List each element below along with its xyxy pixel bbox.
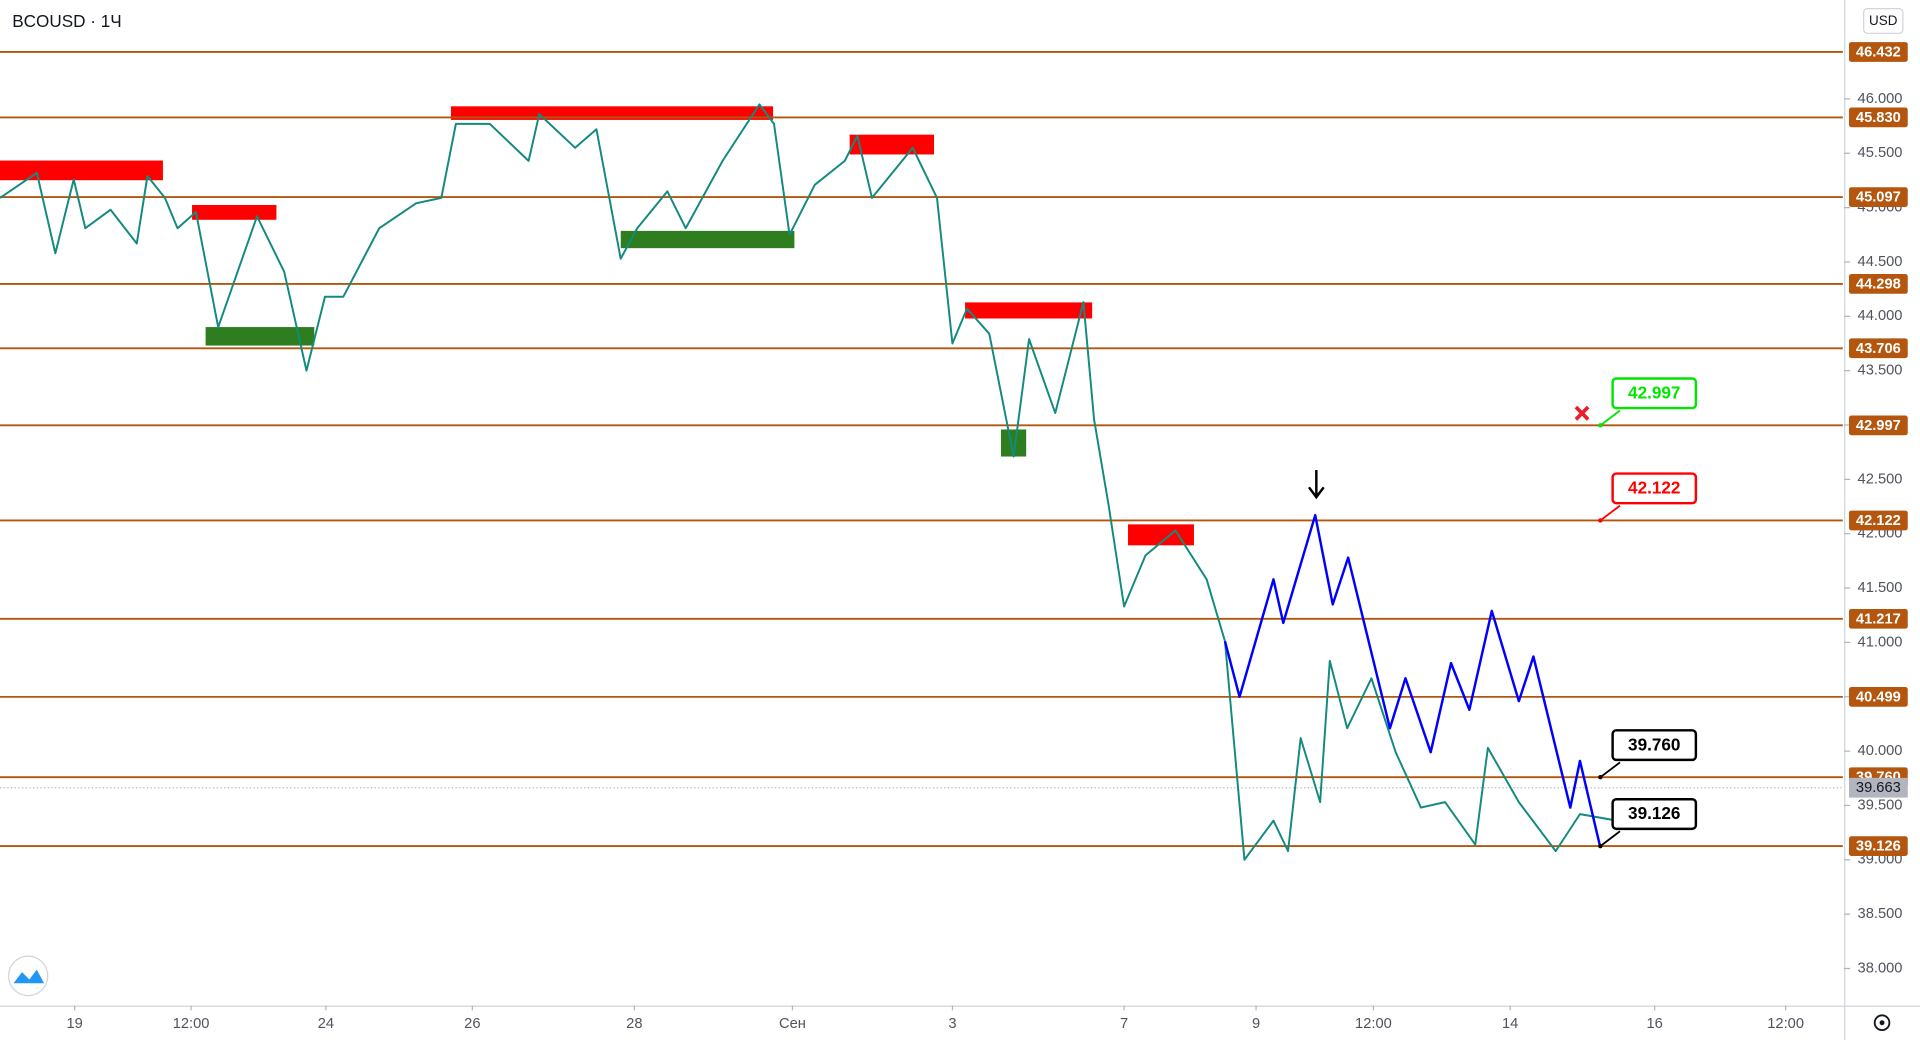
y-tick-label: 46.000	[1858, 91, 1903, 107]
zone	[849, 134, 935, 155]
x-tick-label: 24	[318, 1016, 334, 1032]
last-price-tag	[1848, 777, 1908, 798]
level-tag-label: 46.432	[1856, 44, 1901, 60]
callout-label: 42.997	[1628, 382, 1680, 402]
level-tag-label: 42.122	[1856, 513, 1901, 529]
level-tag	[1848, 836, 1908, 856]
settings-dot	[1879, 1020, 1885, 1026]
x-tick-label: 7	[1120, 1016, 1128, 1032]
level-tag	[1848, 187, 1908, 207]
settings-button[interactable]	[1873, 1014, 1891, 1032]
callout-pointer	[1599, 830, 1621, 847]
x-tick-label: 3	[948, 1016, 956, 1032]
y-tick-label: 44.000	[1858, 308, 1903, 324]
zone	[1128, 524, 1194, 546]
zone	[205, 327, 315, 346]
projection-line	[1223, 513, 1602, 849]
down-arrow	[1308, 470, 1325, 500]
callout-box	[1611, 797, 1698, 831]
level-tag	[1848, 415, 1908, 436]
price-axis: 38.00038.50039.00039.50040.00040.50041.0…	[1844, 42, 1908, 976]
currency-label: USD	[1869, 13, 1898, 28]
y-tick-label: 45.500	[1858, 145, 1903, 161]
x-tick-label: 14	[1502, 1016, 1518, 1032]
x-tick-label: 12:00	[1355, 1016, 1392, 1032]
callout-box	[1611, 377, 1698, 410]
callout-label: 39.126	[1628, 803, 1680, 823]
callout-label: 39.760	[1628, 734, 1680, 754]
level-tag-label: 39.126	[1856, 839, 1901, 855]
zone	[620, 230, 795, 249]
x-tick-label: 19	[67, 1016, 83, 1032]
logo-mark	[13, 969, 45, 984]
level-tag	[1848, 510, 1908, 531]
x-tick-label: 9	[1252, 1016, 1260, 1032]
y-tick-label: 44.500	[1858, 254, 1903, 270]
price-line	[0, 103, 1617, 861]
chart-title: BCOUSD · 1Ч	[12, 11, 121, 31]
cross-marker	[1574, 405, 1590, 421]
callout-box	[1611, 472, 1698, 505]
callout-pointer	[1599, 409, 1621, 427]
level-tag	[1848, 338, 1908, 359]
x-tick-label: 26	[464, 1016, 480, 1032]
level-tag	[1848, 686, 1908, 707]
logo[interactable]	[7, 955, 49, 997]
y-tick-label: 39.500	[1858, 797, 1903, 813]
x-tick-label: 16	[1647, 1016, 1663, 1032]
plot-area: 42.997 42.122 39.760 39.126	[0, 51, 1843, 861]
y-tick-label: 43.500	[1858, 363, 1903, 379]
y-tick-label: 41.000	[1858, 634, 1903, 650]
callout-pointer	[1599, 504, 1621, 522]
level-tag	[1848, 608, 1908, 629]
x-tick-label: 28	[626, 1016, 642, 1032]
level-tag-label: 44.298	[1856, 276, 1901, 292]
last-price-label: 39.663	[1856, 780, 1901, 796]
y-tick-label: 40.000	[1858, 743, 1903, 759]
zone	[192, 205, 277, 220]
level-tag-label: 43.706	[1856, 341, 1901, 357]
callout-box	[1611, 729, 1698, 762]
x-tick-label: 12:00	[1767, 1016, 1804, 1032]
level-tag-label: 41.217	[1856, 611, 1901, 627]
zone	[0, 160, 163, 181]
y-tick-label: 41.500	[1858, 580, 1903, 596]
level-tag-label: 42.997	[1856, 418, 1901, 434]
callout-label: 42.122	[1628, 477, 1680, 497]
x-tick-label: Сен	[779, 1016, 806, 1032]
level-tag	[1848, 42, 1908, 62]
level-tag	[1848, 107, 1908, 128]
level-tag	[1848, 274, 1908, 294]
level-tag-label: 45.097	[1856, 190, 1901, 206]
zone	[965, 302, 1093, 319]
y-tick-label: 38.000	[1858, 960, 1903, 976]
level-tag-label: 40.499	[1856, 689, 1901, 705]
y-tick-label: 42.500	[1858, 471, 1903, 487]
callout-pointer	[1599, 761, 1621, 778]
currency-button[interactable]	[1863, 8, 1904, 34]
x-tick-label: 12:00	[173, 1016, 210, 1032]
y-tick-label: 38.500	[1858, 906, 1903, 922]
level-tag-label: 45.830	[1856, 110, 1901, 126]
